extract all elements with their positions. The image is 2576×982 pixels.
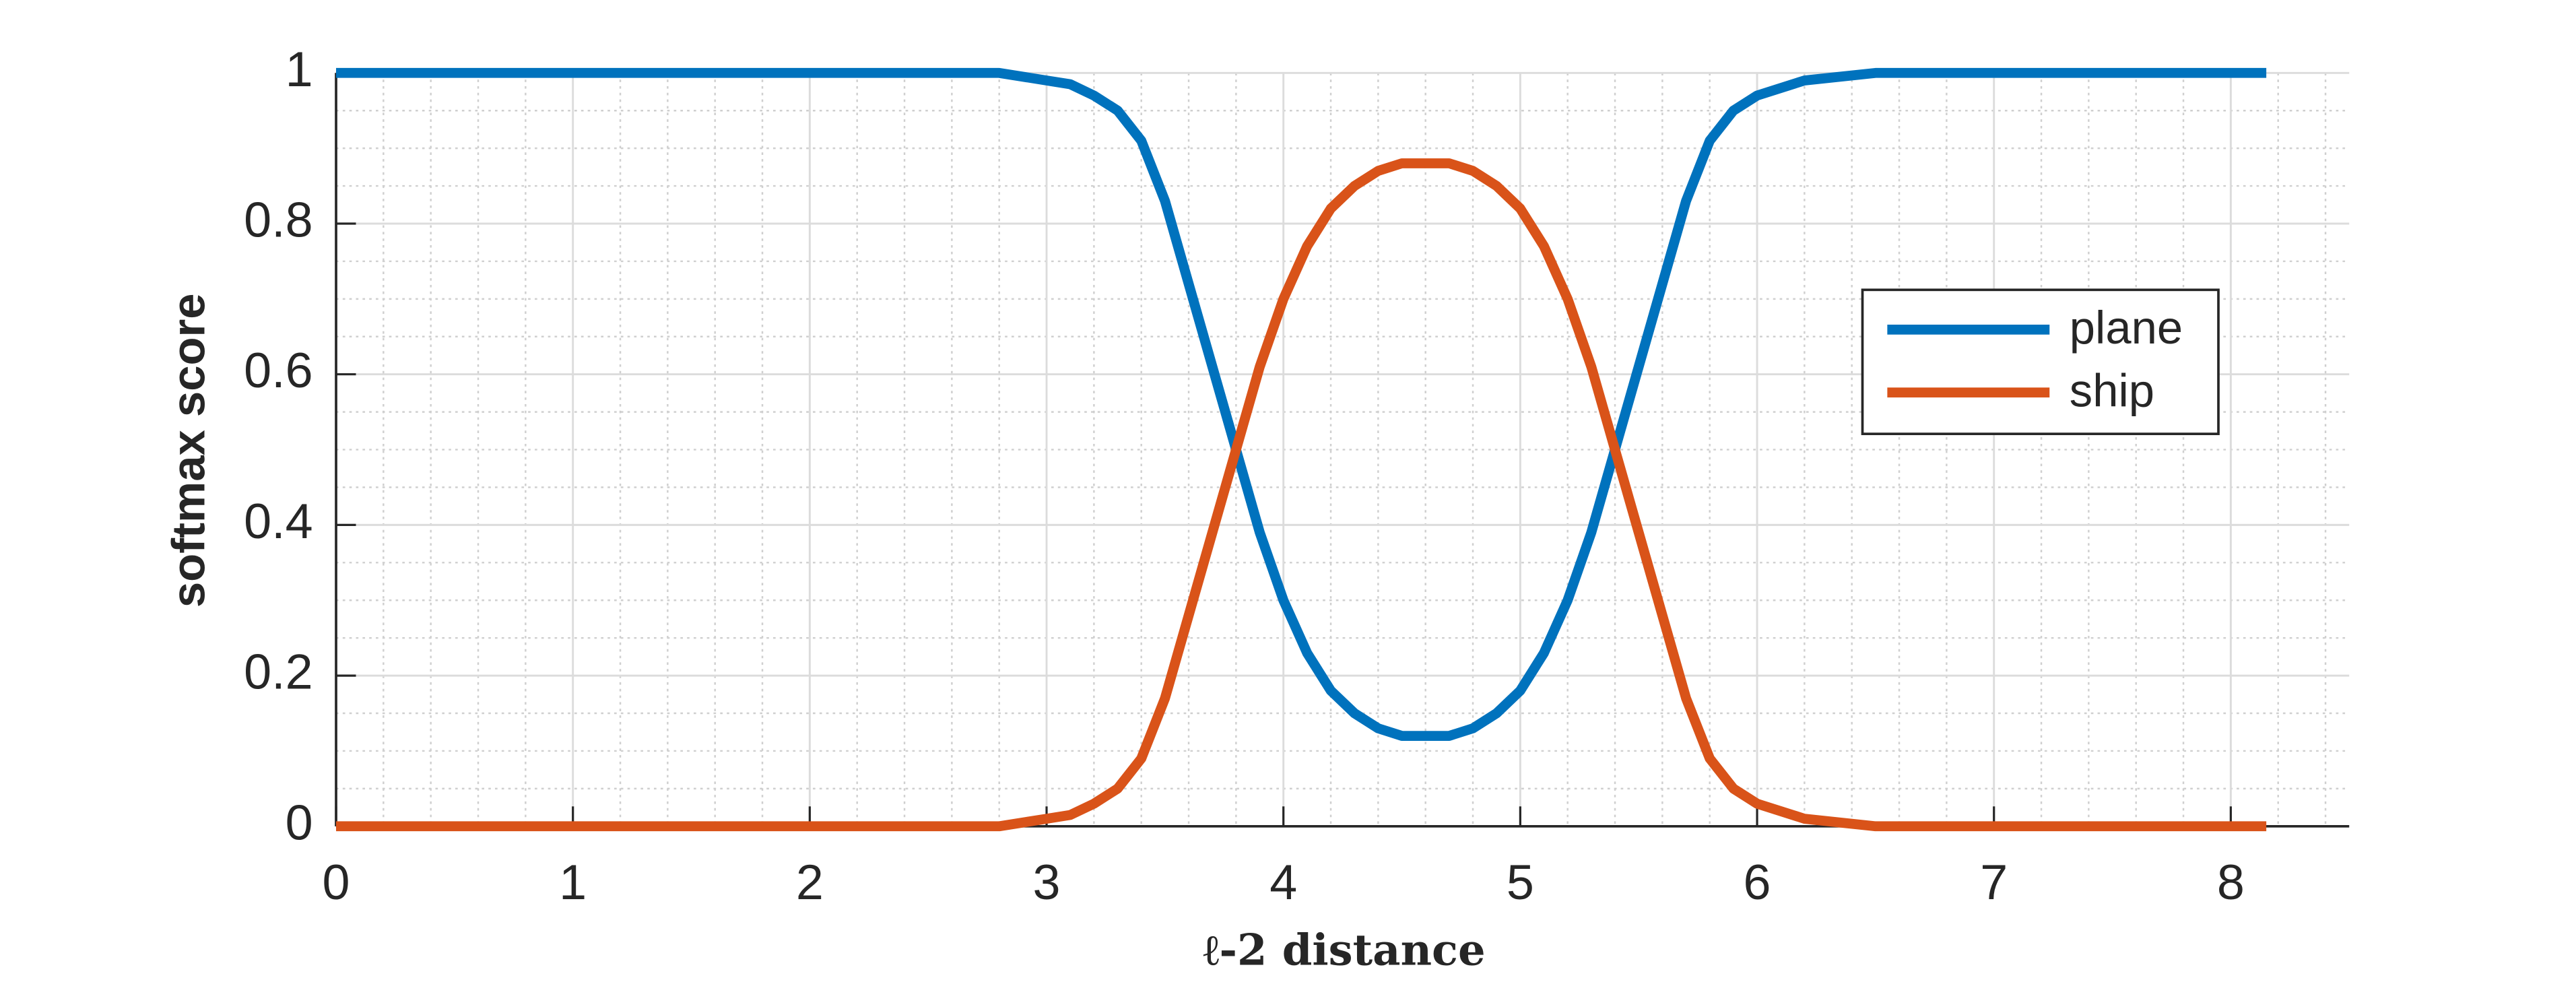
y-axis-label: softmax score [162, 293, 214, 608]
x-tick-label: 1 [559, 854, 587, 910]
x-tick-label: 3 [1033, 854, 1061, 910]
x-tick-label: 4 [1269, 854, 1297, 910]
legend-box [1861, 288, 2220, 436]
y-tick-label: 1 [286, 41, 313, 97]
y-tick-label: 0.2 [244, 644, 313, 700]
plot-area [335, 71, 2350, 828]
x-tick-label: 7 [1980, 854, 2008, 910]
series-line [336, 67, 2267, 741]
legend-label: plane [2070, 302, 2183, 354]
x-tick-label: 8 [2217, 854, 2245, 910]
x-tick-label: 0 [323, 854, 350, 910]
x-tick-label: 5 [1507, 854, 1534, 910]
y-tick-label: 0.6 [244, 342, 313, 398]
x-tick-label: 2 [796, 854, 824, 910]
legend-label: ship [2070, 364, 2154, 416]
series-line [336, 158, 2267, 832]
x-axis-label: ℓ-2 distance [1203, 925, 1486, 976]
x-tick-label: 6 [1744, 854, 1771, 910]
y-tick-label: 0 [286, 794, 313, 850]
y-tick-label: 0.4 [244, 493, 313, 549]
y-tick-label: 0.8 [244, 191, 313, 247]
